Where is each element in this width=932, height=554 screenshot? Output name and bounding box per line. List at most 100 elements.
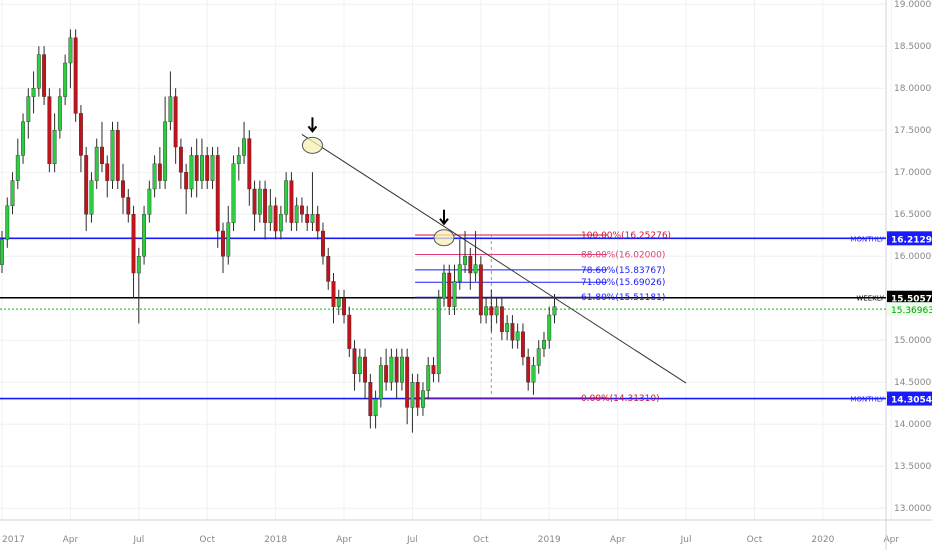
fib-level-label: 100.00%(16.25276) [581, 231, 671, 241]
bullish-candle [210, 155, 215, 181]
bullish-candle [136, 256, 141, 274]
bearish-candle [178, 146, 183, 173]
y-tick-label: 15.00000 [894, 336, 932, 346]
bullish-candle [278, 214, 283, 232]
x-tick-label: 2018 [264, 535, 287, 545]
fib-level-label: 71.00%(15.69026) [581, 278, 665, 288]
x-tick-label: Jul [680, 535, 692, 545]
bearish-candle [78, 113, 83, 156]
trendline [301, 133, 687, 384]
bearish-candle [299, 205, 304, 215]
x-tick-label: Oct [199, 535, 215, 545]
x-tick-label: Apr [63, 535, 79, 545]
bullish-candle [378, 365, 383, 400]
x-tick-label: Apr [336, 535, 352, 545]
bullish-candle [542, 340, 546, 349]
bullish-candle [63, 62, 68, 97]
bearish-candle [342, 298, 346, 316]
bullish-candle [373, 398, 378, 417]
bullish-candle [547, 314, 552, 341]
bearish-candle [273, 205, 278, 232]
y-tick-label: 16.50000 [894, 210, 932, 220]
price-label-text: 14.30541 [891, 396, 932, 406]
bullish-candle [31, 88, 36, 97]
bullish-candle [163, 121, 168, 181]
bullish-candle [0, 239, 4, 265]
price-label-text: 15.36963 [891, 306, 932, 316]
bullish-candle [257, 188, 262, 215]
bearish-candle [415, 382, 420, 408]
bullish-candle [68, 37, 73, 64]
bullish-candle [10, 180, 15, 207]
y-tick-label: 14.00000 [894, 420, 932, 430]
bullish-candle [200, 155, 204, 181]
bearish-candle [520, 331, 525, 358]
bullish-candle [110, 130, 115, 181]
x-tick-label: Apr [610, 535, 626, 545]
bearish-candle [105, 163, 110, 181]
bullish-candle [389, 356, 394, 383]
bullish-candle [226, 222, 231, 257]
bullish-candle [399, 356, 404, 383]
bearish-candle [499, 306, 504, 333]
bullish-candle [515, 331, 520, 341]
bullish-candle [336, 298, 341, 307]
bearish-candle [289, 180, 294, 223]
bearish-candle [468, 256, 473, 274]
bearish-candle [215, 155, 220, 232]
bearish-candle [315, 214, 320, 232]
bullish-candle [231, 163, 236, 223]
bullish-candle [189, 155, 194, 190]
bullish-candle [242, 138, 246, 156]
y-tick-label: 13.50000 [894, 462, 932, 472]
y-tick-label: 19.00000 [894, 0, 932, 10]
bullish-candle [310, 214, 315, 223]
bearish-candle [84, 155, 89, 215]
bearish-candle [42, 54, 47, 97]
bearish-candle [157, 163, 162, 181]
fib-level-label: 78.60%(15.83767) [581, 266, 665, 276]
bullish-candle [5, 205, 10, 240]
bearish-candle [526, 356, 531, 383]
down-arrow-icon [307, 117, 318, 133]
bearish-candle [173, 96, 178, 148]
bearish-candle [368, 382, 373, 417]
bearish-candle [100, 146, 104, 165]
x-tick-label: Oct [747, 535, 763, 545]
bearish-candle [489, 306, 494, 316]
y-tick-label: 18.50000 [894, 42, 932, 52]
price-label-box [887, 391, 932, 406]
fib-level-label: 88.00%(16.02000) [581, 251, 665, 261]
y-tick-label: 17.00000 [894, 168, 932, 178]
bearish-candle [131, 214, 136, 274]
bullish-candle [536, 348, 541, 366]
bearish-candle [247, 138, 252, 190]
bullish-candle [236, 155, 241, 165]
bearish-candle [305, 214, 310, 223]
down-arrow-icon [439, 209, 449, 226]
bearish-candle [405, 356, 410, 408]
y-tick-label: 14.50000 [894, 378, 932, 388]
bearish-candle [73, 37, 78, 114]
bearish-candle [263, 188, 268, 223]
y-tick-label: 16.00000 [894, 252, 932, 262]
bearish-candle [194, 155, 199, 181]
y-tick-label: 18.00000 [894, 84, 932, 94]
x-tick-label: Oct [473, 535, 489, 545]
bullish-candle [452, 281, 457, 307]
bearish-candle [326, 256, 331, 282]
bullish-candle [152, 163, 157, 190]
bearish-candle [121, 180, 125, 198]
bullish-candle [463, 256, 467, 265]
bullish-candle [473, 264, 478, 274]
bullish-candle [52, 130, 57, 165]
bearish-candle [221, 230, 225, 257]
bullish-candle [147, 188, 152, 215]
bullish-candle [552, 306, 557, 316]
bullish-candle [436, 298, 441, 375]
x-tick-label: Apr [883, 535, 899, 545]
bearish-candle [352, 348, 357, 375]
level-tag: MONTHLY [850, 235, 884, 243]
